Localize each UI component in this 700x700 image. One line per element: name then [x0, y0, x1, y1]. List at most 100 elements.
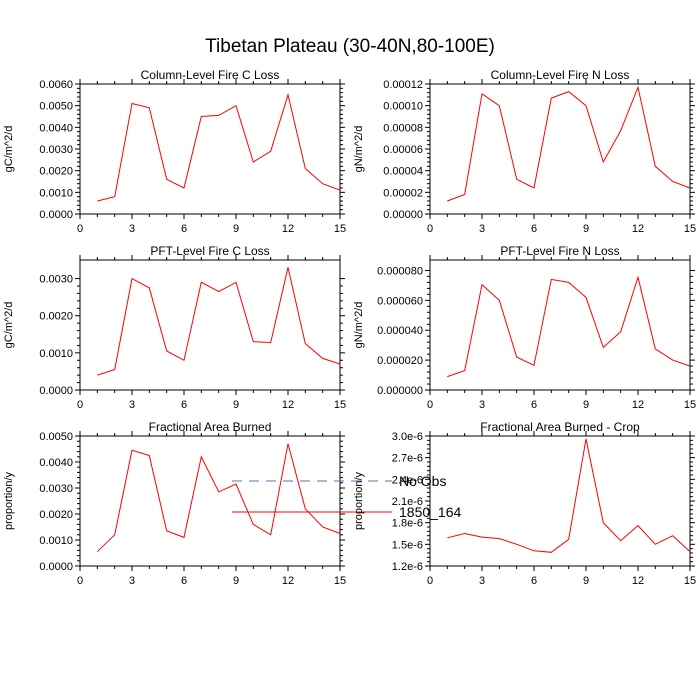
y-tick-label: 0.00012 [383, 79, 423, 91]
x-tick-label: 9 [233, 223, 239, 235]
panel-title: PFT-Level Fire N Loss [500, 244, 619, 258]
x-tick-label: 6 [531, 399, 537, 411]
figure-title: Tibetan Plateau (30-40N,80-100E) [205, 36, 495, 57]
panel-title: Fractional Area Burned - Crop [480, 420, 640, 434]
chart-panel-6: Fractional Area Burned - Crop 0 3 6 9 12 15 1.2… [353, 420, 696, 587]
x-tick-label: 15 [684, 575, 696, 587]
x-tick-label: 15 [684, 223, 696, 235]
x-tick-label: 12 [282, 223, 294, 235]
chart-panel-3: PFT-Level Fire C Loss 0 3 6 9 12 15 0.0000 0.001… [3, 244, 346, 411]
x-tick-label: 0 [427, 223, 433, 235]
x-tick-label: 0 [427, 399, 433, 411]
y-tick-label: 2.7e-6 [392, 453, 423, 465]
y-tick-label: 0.0000 [39, 561, 73, 573]
y-tick-label: 0.0010 [39, 187, 73, 199]
x-tick-label: 15 [334, 575, 346, 587]
y-tick-label: 2.4e-6 [392, 474, 423, 486]
y-tick-label: 0.0050 [39, 431, 73, 443]
x-tick-label: 9 [583, 399, 589, 411]
x-tick-label: 15 [684, 399, 696, 411]
panel-title: PFT-Level Fire C Loss [150, 244, 269, 258]
y-tick-label: 0.000060 [377, 295, 423, 307]
y-tick-label: 3.0e-6 [392, 431, 423, 443]
x-tick-label: 12 [282, 575, 294, 587]
y-tick-label: 1.2e-6 [392, 561, 423, 573]
y-tick-label: 0.00006 [383, 144, 423, 156]
y-tick-label: 0.0060 [39, 79, 73, 91]
x-tick-label: 12 [282, 399, 294, 411]
x-tick-label: 3 [129, 399, 135, 411]
x-tick-label: 15 [334, 399, 346, 411]
x-tick-label: 9 [583, 575, 589, 587]
y-tick-label: 0.0030 [39, 483, 73, 495]
x-tick-label: 6 [181, 399, 187, 411]
y-axis-label: proportion/y [353, 471, 365, 530]
panel-title: Column-Level Fire N Loss [491, 68, 630, 82]
y-tick-label: 0.000040 [377, 325, 423, 337]
y-tick-label: 0.000020 [377, 355, 423, 367]
plot-frame [429, 259, 691, 391]
y-axis-label: gN/m^2/d [353, 302, 365, 349]
legend: No Obs 1850_164 [232, 473, 462, 520]
x-tick-label: 3 [479, 575, 485, 587]
y-tick-label: 0.0010 [39, 535, 73, 547]
x-tick-label: 9 [233, 399, 239, 411]
chart-panel-1: Column-Level Fire C Loss 0 3 6 9 12 15 0.0000 0.… [3, 68, 346, 235]
legend-label-no-obs: No Obs [399, 473, 446, 489]
legend-label-1850-164: 1850_164 [399, 504, 462, 520]
x-tick-label: 12 [632, 399, 644, 411]
x-tick-label: 0 [77, 399, 83, 411]
y-tick-label: 0.0030 [39, 274, 73, 286]
y-tick-label: 0.0010 [39, 348, 73, 360]
x-tick-label: 6 [181, 575, 187, 587]
series-line-1850-164 [447, 275, 691, 378]
y-tick-label: 0.0020 [39, 166, 73, 178]
x-tick-label: 3 [129, 575, 135, 587]
y-tick-label: 0.0000 [39, 385, 73, 397]
x-tick-label: 0 [427, 575, 433, 587]
y-tick-label: 0.0040 [39, 457, 73, 469]
plot-frame [79, 259, 341, 391]
y-tick-label: 0.0000 [39, 209, 73, 221]
series-line-1850-164 [447, 438, 691, 553]
y-tick-label: 0.00000 [383, 209, 423, 221]
y-tick-label: 0.00004 [383, 166, 423, 178]
x-tick-label: 6 [181, 223, 187, 235]
panel-title: Fractional Area Burned [149, 420, 272, 434]
y-tick-label: 0.0020 [39, 311, 73, 323]
chart-panel-5: Fractional Area Burned 0 3 6 9 12 15 0.0000 0.00… [3, 420, 346, 587]
y-axis-label: gC/m^2/d [3, 302, 15, 349]
x-tick-label: 6 [531, 223, 537, 235]
series-line-1850-164 [97, 267, 341, 376]
panel-title: Column-Level Fire C Loss [141, 68, 280, 82]
x-tick-label: 0 [77, 575, 83, 587]
x-tick-label: 9 [583, 223, 589, 235]
y-axis-label: gN/m^2/d [353, 126, 365, 173]
x-tick-label: 9 [233, 575, 239, 587]
y-tick-label: 0.0040 [39, 122, 73, 134]
plot-frame [429, 435, 691, 567]
x-tick-label: 0 [77, 223, 83, 235]
chart-panel-4: PFT-Level Fire N Loss 0 3 6 9 12 15 0.000000 0.0… [353, 244, 696, 411]
x-tick-label: 3 [129, 223, 135, 235]
y-tick-label: 0.000000 [377, 385, 423, 397]
y-tick-label: 0.00002 [383, 187, 423, 199]
series-line-1850-164 [96, 443, 341, 553]
x-tick-label: 12 [632, 575, 644, 587]
y-tick-label: 0.000080 [377, 265, 423, 277]
chart-panel-2: Column-Level Fire N Loss 0 3 6 9 12 15 0.00000 0… [353, 68, 696, 235]
y-tick-label: 0.0030 [39, 144, 73, 156]
series-line-1850-164 [97, 92, 341, 202]
panels: Column-Level Fire C Loss 0 3 6 9 12 15 0.0000 0.… [3, 68, 696, 587]
x-tick-label: 15 [334, 223, 346, 235]
y-tick-label: 0.0020 [39, 509, 73, 521]
y-tick-label: 0.00010 [383, 101, 423, 113]
y-tick-label: 1.5e-6 [392, 539, 423, 551]
y-axis-label: gC/m^2/d [3, 126, 15, 173]
series-line-1850-164 [447, 85, 691, 202]
y-tick-label: 1.8e-6 [392, 518, 423, 530]
x-tick-label: 3 [479, 223, 485, 235]
y-tick-label: 0.00008 [383, 122, 423, 134]
y-tick-label: 2.1e-6 [392, 496, 423, 508]
